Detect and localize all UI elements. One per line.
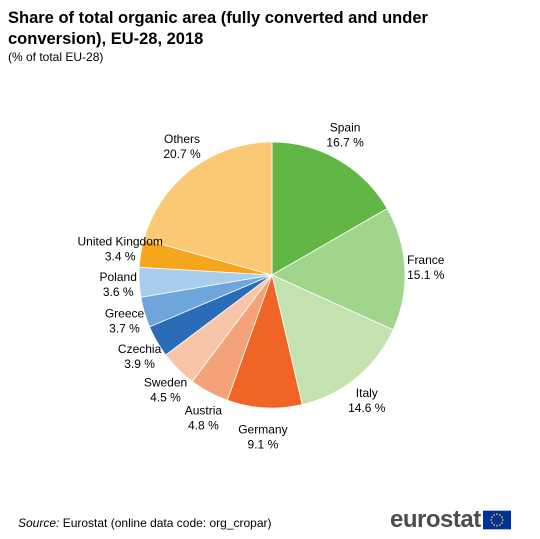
pie-slice-spain: [271, 141, 388, 276]
slice-value-sweden: 4.5 %: [150, 391, 181, 405]
chart-subtitle: (% of total EU-28): [8, 50, 104, 64]
logo-text: eurostat: [390, 506, 481, 533]
slice-label-others: Others 20.7 %: [163, 132, 201, 161]
slice-value-others: 20.7 %: [163, 147, 201, 161]
slice-value-poland: 3.6 %: [103, 285, 134, 299]
slice-name-czechia: Czechia: [118, 342, 162, 356]
slice-value-france: 15.1 %: [407, 268, 445, 282]
slice-value-italy: 14.6 %: [348, 401, 386, 415]
pie-chart: Spain 16.7 % France 15.1 % Italy 14.6 % German…: [78, 121, 445, 452]
source-note: Source: Eurostat (online data code: org_…: [18, 516, 272, 531]
flag-star-icon: [490, 516, 493, 518]
flag-star-icon: [500, 516, 503, 518]
slice-label-poland: Poland 3.6 %: [100, 270, 137, 299]
flag-star-icon: [495, 513, 498, 516]
slice-name-poland: Poland: [100, 270, 137, 284]
flag-star-icon: [495, 524, 498, 527]
slice-name-united-kingdom: United Kingdom: [78, 234, 163, 248]
eurostat-logo: eurostat: [390, 505, 511, 535]
pie-labels: Spain 16.7 % France 15.1 % Italy 14.6 % German…: [78, 121, 445, 452]
source-text: Eurostat (online data code: org_cropar): [62, 516, 272, 530]
flag-star-icon: [498, 514, 501, 516]
pie-slice-others: [143, 141, 273, 276]
slice-name-france: France: [407, 253, 445, 267]
slice-label-france: France 15.1 %: [407, 253, 445, 282]
slice-value-austria: 4.8 %: [188, 419, 219, 433]
slice-label-sweden: Sweden 4.5 %: [144, 376, 187, 405]
slice-label-united-kingdom: United Kingdom 3.4 %: [78, 234, 163, 263]
flag-star-icon: [492, 514, 495, 516]
slice-name-spain: Spain: [330, 121, 361, 135]
slice-label-austria: Austria 4.8 %: [185, 404, 223, 433]
slice-value-united-kingdom: 3.4 %: [105, 249, 136, 263]
pie-slice-italy: [271, 274, 394, 406]
slice-value-greece: 3.7 %: [109, 321, 140, 335]
slice-value-czechia: 3.9 %: [124, 357, 155, 371]
pie-slice-france: [271, 208, 406, 331]
slice-value-germany: 9.1 %: [248, 438, 279, 452]
flag-star-icon: [490, 522, 493, 524]
slice-label-czechia: Czechia 3.9 %: [118, 342, 162, 371]
pie-slices: [138, 141, 406, 409]
slice-label-greece: Greece 3.7 %: [105, 306, 145, 335]
flag-star-icon: [498, 524, 501, 526]
slice-label-spain: Spain 16.7 %: [326, 121, 364, 150]
slice-label-italy: Italy 14.6 %: [348, 386, 386, 415]
slice-label-germany: Germany 9.1 %: [238, 423, 287, 452]
chart-title: Share of total organic area (fully conve…: [8, 9, 428, 48]
flag-star-icon: [490, 519, 492, 521]
slice-name-italy: Italy: [356, 386, 378, 400]
source-label: Source:: [18, 516, 60, 530]
slice-name-others: Others: [164, 132, 200, 146]
slice-name-greece: Greece: [105, 306, 145, 320]
flag-star-icon: [501, 519, 504, 521]
flag-star-icon: [492, 524, 495, 526]
flag-star-icon: [500, 522, 503, 524]
eu-flag-icon: [482, 510, 511, 530]
slice-value-spain: 16.7 %: [326, 136, 364, 150]
slice-name-sweden: Sweden: [144, 376, 187, 390]
slice-name-germany: Germany: [238, 423, 287, 437]
slice-name-austria: Austria: [185, 404, 223, 418]
